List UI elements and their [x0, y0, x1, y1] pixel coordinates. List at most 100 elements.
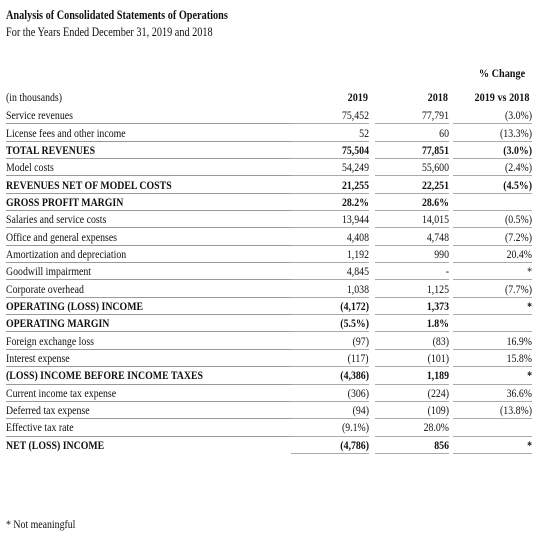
- value-2019-cell: (306): [291, 384, 369, 402]
- percent-change: *: [527, 298, 532, 313]
- percent-change-cell: 20.4%: [453, 245, 532, 264]
- value-2019: (4,386): [340, 368, 369, 383]
- value-2019: 52: [359, 125, 369, 140]
- value-2019: (97): [352, 333, 369, 348]
- table-row: Current income tax expense (306) (224) 36.6…: [6, 384, 532, 402]
- value-2018-cell: 1.8%: [375, 314, 449, 333]
- percent-change: (2.4%): [504, 160, 532, 175]
- row-label-cell: Amortization and depreciation: [6, 245, 291, 264]
- value-2018: 77,791: [421, 108, 449, 123]
- table-row: REVENUES NET OF MODEL COSTS 21,255 22,251 (…: [6, 175, 532, 194]
- row-label: Salaries and service costs: [6, 212, 107, 227]
- value-2019-cell: 13,944: [291, 210, 369, 229]
- value-2019-cell: (4,172): [291, 296, 369, 316]
- value-2019-cell: (117): [291, 349, 369, 368]
- value-2018-cell: (101): [375, 349, 449, 368]
- value-2019-cell: (9.1%): [291, 418, 369, 437]
- percent-change: *: [527, 437, 532, 452]
- value-2018-cell: 28.0%: [375, 418, 449, 437]
- row-label: Deferred tax expense: [6, 403, 90, 418]
- percent-change-cell: *: [453, 436, 532, 454]
- table-row: Service revenues 75,452 77,791 (3.0%): [6, 107, 532, 125]
- value-2018: 28.0%: [423, 420, 449, 435]
- value-2018-cell: 77,791: [375, 107, 449, 125]
- row-label-cell: REVENUES NET OF MODEL COSTS: [6, 175, 291, 194]
- value-2019-cell: 4,845: [291, 262, 369, 281]
- row-label-cell: Deferred tax expense: [6, 401, 291, 420]
- value-2018-cell: 22,251: [375, 175, 449, 194]
- value-2018-cell: 1,189: [375, 366, 449, 385]
- value-2019: (5.5%): [340, 316, 369, 331]
- value-2018: 77,851: [421, 142, 449, 157]
- percent-change: (3.0%): [503, 142, 532, 157]
- row-label-cell: Interest expense: [6, 349, 291, 368]
- percent-change-cell: (4.5%): [453, 175, 532, 194]
- value-2018-cell: (83): [375, 331, 449, 350]
- row-label: Interest expense: [6, 350, 70, 365]
- percent-change-cell: 15.8%: [453, 349, 532, 368]
- value-2018-cell: 28.6%: [375, 193, 449, 212]
- value-2018: 14,015: [421, 212, 449, 227]
- value-2019: 54,249: [341, 160, 369, 175]
- value-2018: 1.8%: [426, 316, 449, 331]
- value-2018-cell: 55,600: [375, 158, 449, 177]
- percent-change: (3.0%): [504, 108, 532, 123]
- percent-change-cell: (0.5%): [453, 210, 532, 229]
- year-2018-header: 2018: [427, 90, 448, 104]
- value-2019: 75,452: [341, 108, 369, 123]
- value-2018: 55,600: [421, 160, 449, 175]
- value-2019-cell: (97): [291, 331, 369, 350]
- table-row: Interest expense (117) (101) 15.8%: [6, 349, 532, 368]
- value-2019: 1,038: [346, 281, 369, 296]
- row-label-cell: Model costs: [6, 158, 291, 177]
- value-2019-cell: 1,192: [291, 245, 369, 264]
- percent-change-cell: *: [453, 297, 532, 316]
- value-2019: 4,408: [346, 229, 369, 244]
- row-label-cell: OPERATING MARGIN: [6, 314, 291, 333]
- table-row: Corporate overhead 1,038 1,125 (7.7%): [6, 279, 532, 298]
- row-label: NET (LOSS) INCOME: [6, 437, 105, 452]
- row-label: OPERATING MARGIN: [6, 316, 110, 331]
- table-row: OPERATING MARGIN (5.5%) 1.8%: [6, 314, 532, 333]
- row-label: GROSS PROFIT MARGIN: [6, 194, 124, 209]
- value-2019: (9.1%): [341, 420, 369, 435]
- value-2019: (117): [348, 350, 369, 365]
- row-label-cell: TOTAL REVENUES: [6, 140, 291, 160]
- table-row: NET (LOSS) INCOME (4,786) 856 *: [6, 435, 532, 454]
- percent-change-cell: (13.8%): [453, 401, 532, 420]
- row-label: Amortization and depreciation: [6, 246, 127, 261]
- value-2018: 22,251: [421, 177, 449, 192]
- value-2019: 4,845: [346, 264, 369, 279]
- footnote: * Not meaningful: [6, 517, 76, 531]
- percent-change: 15.8%: [506, 350, 532, 365]
- value-2019: (94): [352, 403, 369, 418]
- row-label-cell: Office and general expenses: [6, 227, 291, 246]
- year-2019-header: 2019: [347, 90, 368, 104]
- table-row: Salaries and service costs 13,944 14,015 (0…: [6, 210, 532, 229]
- percent-change-cell: 16.9%: [453, 331, 532, 350]
- value-2018: 1,189: [426, 368, 449, 383]
- row-label-cell: License fees and other income: [6, 123, 291, 142]
- unit-label: (in thousands): [6, 90, 63, 104]
- row-label-cell: Effective tax rate: [6, 418, 291, 437]
- value-2018-cell: 60: [375, 123, 449, 142]
- value-2018-cell: 990: [375, 245, 449, 264]
- percent-change-cell: [453, 314, 532, 333]
- table-row: Office and general expenses 4,408 4,748 (7.…: [6, 227, 532, 246]
- statement-title: Analysis of Consolidated Statements of O…: [6, 8, 228, 22]
- value-2018: 856: [434, 437, 449, 452]
- value-2018: 1,125: [426, 281, 449, 296]
- row-label: Goodwill impairment: [6, 264, 91, 279]
- value-2018-cell: 1,125: [375, 279, 449, 298]
- row-label: TOTAL REVENUES: [6, 142, 96, 157]
- operations-table: Service revenues 75,452 77,791 (3.0%) Licens…: [6, 107, 532, 454]
- percent-change: (7.2%): [504, 229, 532, 244]
- table-row: Goodwill impairment 4,845 - *: [6, 262, 532, 281]
- value-2018: (224): [427, 385, 449, 400]
- percent-change-cell: (7.2%): [453, 227, 532, 246]
- value-2019-cell: 21,255: [291, 175, 369, 194]
- table-row: Effective tax rate (9.1%) 28.0%: [6, 418, 532, 437]
- percent-change: *: [527, 264, 532, 279]
- value-2019-cell: 1,038: [291, 279, 369, 298]
